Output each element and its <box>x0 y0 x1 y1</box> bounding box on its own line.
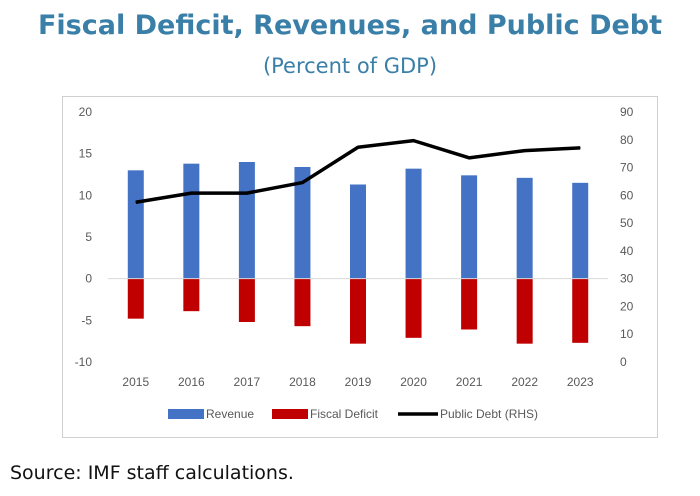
bar-revenue <box>461 175 478 279</box>
x-tick-label: 2023 <box>567 375 594 389</box>
x-tick-label: 2017 <box>234 375 261 389</box>
y-tick-label: 20 <box>79 105 93 119</box>
point-public-debt <box>190 192 192 194</box>
point-public-debt <box>357 146 359 148</box>
point-public-debt <box>468 157 470 159</box>
bar-fiscal-deficit <box>294 278 311 327</box>
point-public-debt <box>413 140 415 142</box>
legend-swatch-revenue <box>168 409 204 419</box>
x-tick-label: 2018 <box>289 375 316 389</box>
y2-tick-label: 50 <box>620 216 634 230</box>
y2-tick-label: 80 <box>620 133 634 147</box>
bar-fiscal-deficit <box>516 278 533 344</box>
bar-revenue <box>405 168 422 279</box>
bar-fiscal-deficit <box>461 278 478 330</box>
legend-label-public-debt-rhs-: Public Debt (RHS) <box>440 407 538 421</box>
y-tick-label: 5 <box>85 230 92 244</box>
point-public-debt <box>579 147 581 149</box>
point-public-debt <box>135 201 137 203</box>
y-tick-label: -5 <box>81 313 92 327</box>
y2-tick-label: 0 <box>620 355 627 369</box>
x-tick-label: 2021 <box>456 375 483 389</box>
y2-tick-label: 40 <box>620 244 634 258</box>
bar-fiscal-deficit <box>183 278 200 312</box>
y2-tick-label: 30 <box>620 272 634 286</box>
point-public-debt <box>301 182 303 184</box>
y-tick-label: 0 <box>85 272 92 286</box>
bar-fiscal-deficit <box>405 278 422 338</box>
bar-revenue <box>350 184 366 279</box>
bar-revenue <box>516 177 533 279</box>
bar-fiscal-deficit <box>572 278 589 343</box>
chart-subtitle: (Percent of GDP) <box>262 54 438 78</box>
legend-label-fiscal-deficit: Fiscal Deficit <box>310 407 379 421</box>
point-public-debt <box>246 192 248 194</box>
bar-fiscal-deficit <box>238 278 255 322</box>
bar-revenue <box>294 167 311 279</box>
x-tick-label: 2022 <box>511 375 538 389</box>
y2-tick-label: 60 <box>620 188 634 202</box>
bar-revenue <box>572 182 589 279</box>
y2-tick-label: 20 <box>620 299 634 313</box>
bar-fiscal-deficit <box>127 278 144 319</box>
bar-revenue <box>127 170 144 279</box>
bar-fiscal-deficit <box>350 278 366 344</box>
x-tick-label: 2016 <box>178 375 205 389</box>
x-tick-label: 2015 <box>122 375 149 389</box>
bar-revenue <box>183 163 200 279</box>
y-tick-label: 15 <box>79 147 93 161</box>
y2-tick-label: 10 <box>620 327 634 341</box>
y-tick-label: 10 <box>79 188 93 202</box>
legend-swatch-fiscal-deficit <box>272 409 308 419</box>
legend-label-revenue: Revenue <box>206 407 254 421</box>
bar-revenue <box>238 162 255 279</box>
y-tick-label: -10 <box>75 355 93 369</box>
x-tick-label: 2020 <box>400 375 427 389</box>
chart-frame <box>62 96 658 438</box>
x-tick-label: 2019 <box>345 375 372 389</box>
y2-tick-label: 90 <box>620 105 634 119</box>
source-note: Source: IMF staff calculations. <box>10 462 294 484</box>
chart-title: Fiscal Deficit, Revenues, and Public Deb… <box>37 10 663 41</box>
point-public-debt <box>524 150 526 152</box>
y2-tick-label: 70 <box>620 161 634 175</box>
